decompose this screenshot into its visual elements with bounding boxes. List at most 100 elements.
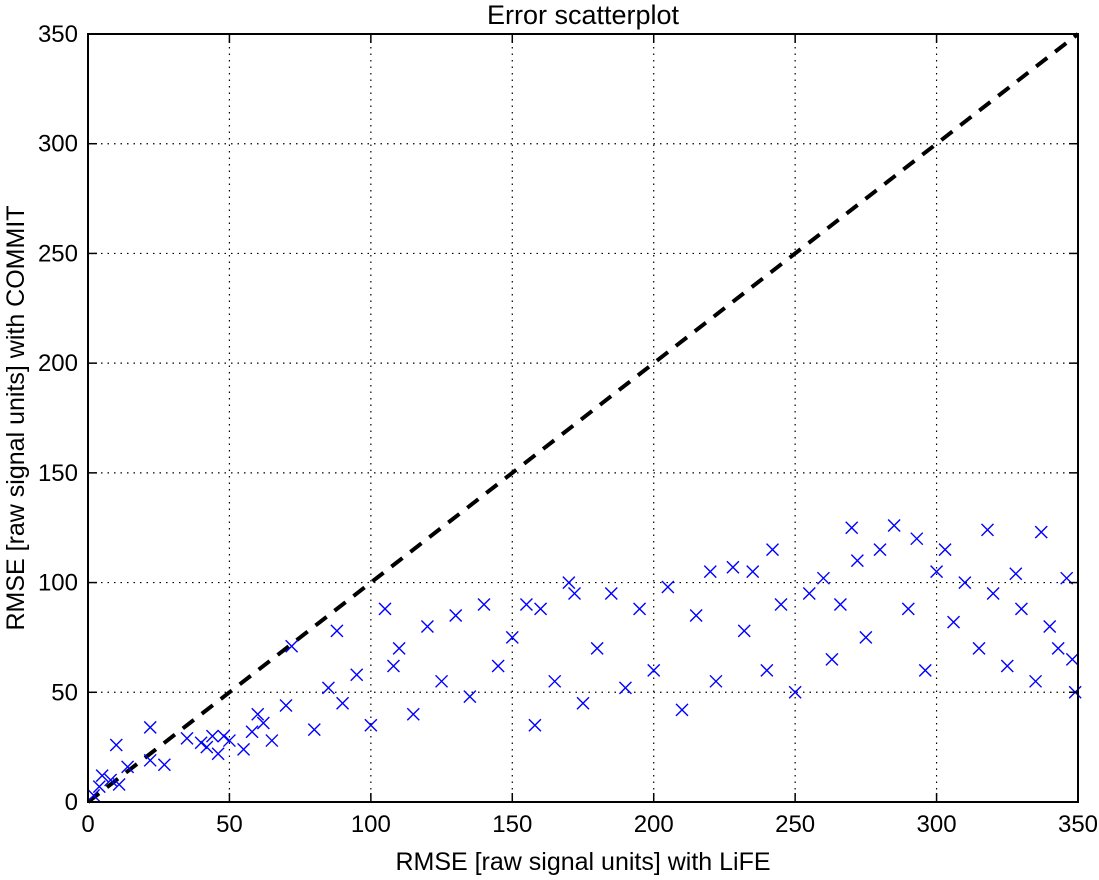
plot-frame <box>87 33 1079 803</box>
scatter-point <box>661 580 675 594</box>
scatter-point <box>222 734 236 748</box>
scatter-point <box>392 641 406 655</box>
grid-lines <box>88 34 1078 802</box>
scatter-point <box>534 602 548 616</box>
scatter-point <box>211 747 225 761</box>
scatter-point <box>143 720 157 734</box>
scatter-point <box>788 685 802 699</box>
scatter-point <box>449 608 463 622</box>
scatter-point <box>675 703 689 717</box>
identity-reference-line <box>86 32 1080 804</box>
scatter-point <box>157 758 171 772</box>
x-tick-label: 0 <box>81 811 94 838</box>
scatter-point <box>477 598 491 612</box>
scatter-point <box>910 532 924 546</box>
y-tick-label: 100 <box>38 570 78 597</box>
scatter-point <box>1034 525 1048 539</box>
scatter-point <box>112 777 126 791</box>
scatter-point <box>590 641 604 655</box>
axis-ticks <box>87 33 1079 803</box>
x-tick-label: 200 <box>634 811 674 838</box>
scatter-point <box>633 602 647 616</box>
scatter-point <box>568 587 582 601</box>
scatter-point <box>986 587 1000 601</box>
scatter-point <box>336 696 350 710</box>
scatter-point <box>406 707 420 721</box>
scatter-point <box>774 598 788 612</box>
x-axis-label: RMSE [raw signal units] with LiFE <box>395 848 770 876</box>
scatter-point <box>378 602 392 616</box>
scatter-point <box>938 543 952 557</box>
scatter-point <box>737 624 751 638</box>
x-tick-label: 50 <box>216 811 243 838</box>
scatter-point <box>930 565 944 579</box>
y-tick-labels: 0 50 100 150 200 250 300 350 <box>38 21 78 816</box>
scatter-point <box>816 571 830 585</box>
scatter-point <box>887 519 901 533</box>
scatter-point <box>420 619 434 633</box>
scatter-point <box>647 663 661 677</box>
scatter-point <box>143 753 157 767</box>
scatter-point <box>825 652 839 666</box>
scatter-point <box>873 543 887 557</box>
scatter-point <box>519 598 533 612</box>
scatter-point <box>980 523 994 537</box>
scatter-point <box>87 788 101 802</box>
scatter-point <box>901 602 915 616</box>
y-tick-label: 300 <box>38 131 78 158</box>
scatter-point <box>95 769 109 783</box>
scatter-point <box>958 576 972 590</box>
scatter-point <box>850 554 864 568</box>
scatter-point <box>237 742 251 756</box>
y-axis-label: RMSE [raw signal units] with COMMIT <box>2 205 30 630</box>
scatter-point <box>364 718 378 732</box>
x-tick-label: 100 <box>351 811 391 838</box>
scatter-point <box>307 723 321 737</box>
scatter-point <box>180 731 194 745</box>
scatter-point <box>918 663 932 677</box>
y-tick-label: 250 <box>38 240 78 267</box>
scatter-point <box>576 696 590 710</box>
scatter-point <box>1051 641 1065 655</box>
scatter-point <box>205 729 219 743</box>
scatter-point <box>265 734 279 748</box>
x-tick-labels: 0 50 100 150 200 250 300 350 <box>81 811 1098 838</box>
scatter-point <box>435 674 449 688</box>
scatter-point <box>703 565 717 579</box>
scatter-point <box>833 598 847 612</box>
scatter-point <box>947 615 961 629</box>
scatter-point <box>726 560 740 574</box>
scatter-points <box>87 519 1082 802</box>
scatter-point <box>972 641 986 655</box>
scatter-point <box>766 543 780 557</box>
scatter-point <box>562 576 576 590</box>
scatter-point <box>386 659 400 673</box>
scatter-point <box>760 663 774 677</box>
y-tick-label: 0 <box>65 789 78 816</box>
scatter-point <box>604 587 618 601</box>
scatter-point <box>1009 567 1023 581</box>
y-tick-label: 200 <box>38 350 78 377</box>
scatter-point <box>1029 674 1043 688</box>
scatter-point <box>1014 602 1028 616</box>
reference-line-group <box>86 32 1080 804</box>
scatter-point <box>330 624 344 638</box>
x-tick-label: 300 <box>917 811 957 838</box>
x-tick-label: 150 <box>492 811 532 838</box>
scatter-point <box>709 674 723 688</box>
scatter-point <box>279 698 293 712</box>
scatter-point <box>548 674 562 688</box>
scatter-point <box>491 659 505 673</box>
chart-title: Error scatterplot <box>487 0 680 30</box>
scatter-point <box>746 565 760 579</box>
scatter-point <box>194 736 208 750</box>
scatter-point <box>121 760 135 774</box>
scatter-point <box>505 630 519 644</box>
scatter-point <box>109 738 123 752</box>
scatter-point <box>802 587 816 601</box>
scatter-point <box>463 690 477 704</box>
scatter-point <box>256 716 270 730</box>
scatter-point <box>285 639 299 653</box>
scatter-point <box>845 521 859 535</box>
